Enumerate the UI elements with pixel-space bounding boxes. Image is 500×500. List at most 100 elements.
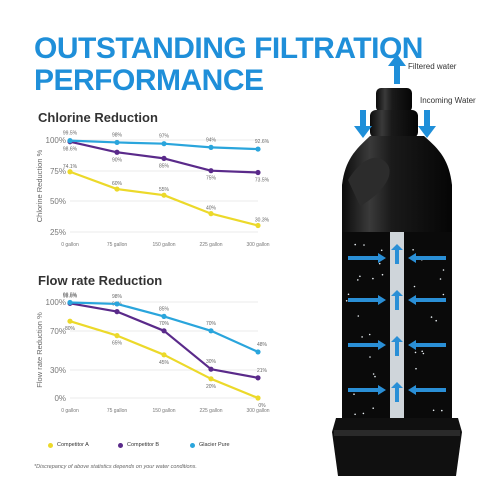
data-point [67, 318, 73, 324]
media-particles [345, 243, 445, 416]
data-label: 98.6% [63, 147, 78, 153]
data-point [114, 301, 120, 307]
data-point [255, 375, 261, 381]
data-label: 20% [206, 384, 217, 390]
cartridge-base [332, 418, 462, 476]
arrow-up-icon [388, 54, 406, 84]
headline-line-1: OUTSTANDING FILTRATION [34, 32, 423, 65]
data-label: 48% [257, 342, 268, 348]
data-label: 45% [159, 360, 170, 366]
data-point [114, 186, 120, 192]
y-tick-label: 50% [50, 197, 66, 206]
data-point [161, 141, 167, 147]
cartridge-cap [376, 88, 412, 112]
legend-item-competitor-a: Competitor A [48, 442, 89, 448]
data-label: 85% [159, 163, 170, 169]
data-point [67, 299, 73, 306]
data-label: 80% [65, 326, 76, 332]
data-label: 0% [258, 403, 266, 409]
legend-swatch [118, 442, 123, 448]
data-label: 99.5% [63, 292, 78, 298]
data-point [161, 192, 167, 198]
footnote: *Discrepancy of above statistics depends… [34, 464, 197, 470]
data-label: 99.5% [63, 131, 78, 137]
legend-item-competitor-b: Competitor B [118, 442, 159, 448]
y-tick-label: 70% [50, 327, 66, 336]
x-tick-label: 0 gallon [61, 242, 79, 248]
data-label: 21% [257, 368, 268, 374]
data-point [208, 376, 214, 382]
data-point [161, 313, 167, 319]
chart-1-title: Chlorine Reduction [38, 110, 158, 125]
headline-line-2: PERFORMANCE [34, 64, 264, 97]
cartridge-neck [370, 110, 418, 138]
data-label: 74.1% [63, 164, 78, 170]
legend: Competitor A Competitor B Glacier Pure [40, 442, 300, 454]
legend-label: Competitor A [57, 442, 89, 448]
cartridge-base-ring [334, 430, 460, 436]
data-label: 40% [206, 206, 217, 212]
data-point [208, 328, 214, 334]
data-label: 73.5% [255, 178, 270, 184]
arrow-down-icon [418, 110, 436, 138]
y-axis-label: Flow rate Reduction % [35, 312, 44, 388]
arrow-down-icon [354, 110, 372, 138]
filter-core [390, 232, 404, 420]
data-point [161, 352, 167, 358]
data-label: 98.6% [63, 293, 78, 299]
data-label: 30% [206, 359, 217, 365]
y-tick-label: 0% [54, 394, 66, 403]
data-point [208, 144, 214, 150]
x-tick-label: 0 gallon [61, 408, 79, 414]
legend-swatch [48, 442, 53, 448]
x-tick-label: 225 gallon [199, 408, 222, 414]
chart-2-title: Flow rate Reduction [38, 273, 163, 288]
data-label: 90% [112, 157, 123, 163]
x-tick-label: 75 gallon [107, 408, 128, 414]
data-label: 55% [159, 187, 170, 193]
data-label: 30.3% [255, 217, 270, 223]
data-point [67, 169, 73, 175]
data-point [255, 146, 261, 152]
data-point [114, 139, 120, 146]
x-tick-label: 150 gallon [152, 242, 175, 248]
data-label: 75% [206, 176, 217, 182]
y-tick-label: 100% [46, 298, 66, 307]
legend-label: Competitor B [127, 442, 160, 448]
data-point [161, 155, 167, 161]
data-point [208, 211, 214, 217]
data-label: 98% [112, 132, 123, 138]
data-label: 70% [206, 321, 217, 327]
data-label: 92.6% [255, 139, 270, 145]
data-label: 98% [112, 294, 123, 300]
x-tick-label: 225 gallon [199, 242, 222, 248]
data-label: 94% [206, 137, 217, 143]
legend-swatch [190, 442, 195, 448]
data-point [255, 395, 261, 401]
legend-label: Glacier Pure [199, 442, 230, 448]
data-point [208, 168, 214, 174]
x-tick-label: 75 gallon [107, 242, 128, 248]
data-point [255, 222, 261, 229]
cartridge-handle [348, 157, 390, 206]
data-point [255, 349, 261, 355]
filtered-water-label: Filtered water [408, 62, 457, 71]
data-label: 70% [159, 321, 170, 327]
data-point [114, 149, 120, 155]
y-axis-label: Chlorine Reduction % [35, 149, 44, 222]
x-tick-label: 300 gallon [246, 242, 269, 248]
y-tick-label: 100% [46, 136, 66, 145]
y-tick-label: 25% [50, 228, 66, 237]
x-tick-label: 300 gallon [246, 408, 269, 414]
data-label: 85% [159, 306, 170, 312]
data-point [67, 138, 73, 144]
data-label: 60% [112, 181, 123, 187]
flow-arrows [348, 244, 446, 402]
data-point [255, 169, 261, 176]
incoming-water-label: Incoming Water [420, 96, 476, 105]
x-tick-label: 150 gallon [152, 408, 175, 414]
data-point [114, 309, 120, 315]
